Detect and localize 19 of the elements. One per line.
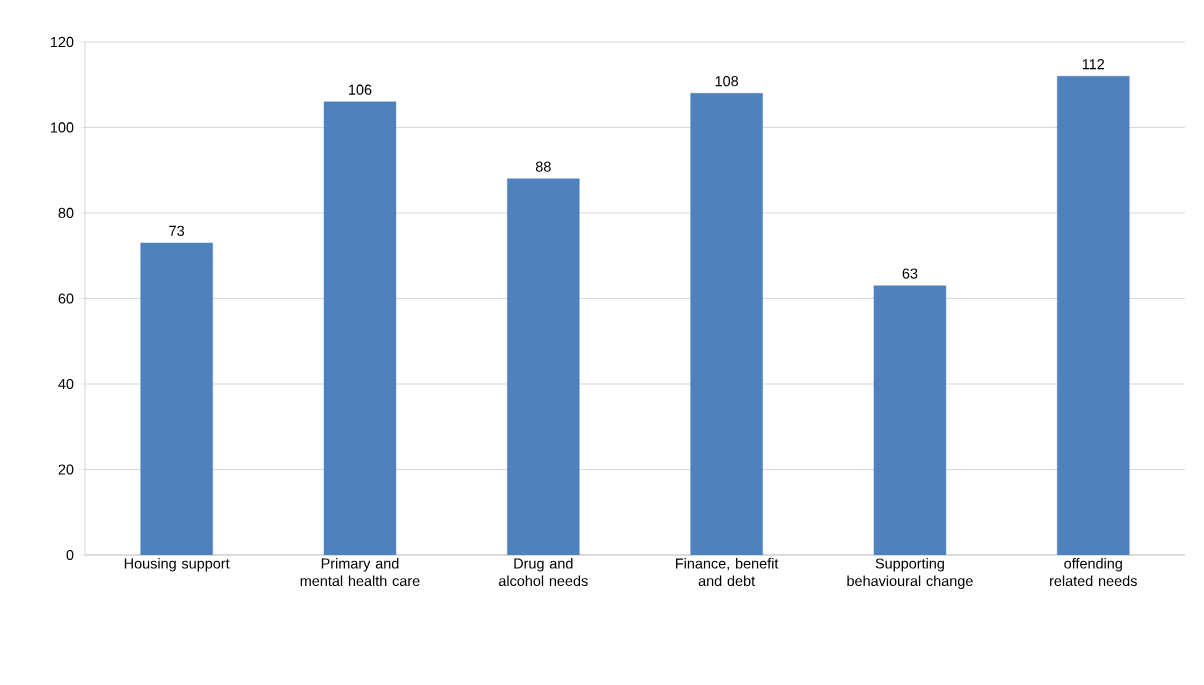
y-tick-label: 120 [50, 36, 74, 48]
y-tick-label: 40 [58, 378, 74, 390]
y-tick-label: 60 [58, 293, 74, 304]
data-label: 108 [715, 76, 739, 87]
x-tick-label: Finance, benefit and debt [676, 558, 779, 587]
x-tick-label: Drug and alcohol needs [498, 558, 588, 587]
y-tick-label: 20 [58, 464, 74, 475]
y-tick-label: 0 [66, 549, 74, 561]
x-tick-label: Housing support [124, 558, 230, 572]
data-label: 88 [535, 161, 551, 172]
data-label: 63 [902, 268, 918, 279]
data-label: 73 [169, 225, 185, 236]
x-tick-label: Supporting behavioural change [847, 558, 973, 589]
data-label: 106 [349, 84, 372, 95]
data-label: 112 [1082, 59, 1105, 70]
x-tick-label: offending related needs [1050, 558, 1137, 587]
y-tick-label: 100 [50, 122, 74, 133]
y-tick-label: 80 [58, 207, 74, 219]
x-tick-label: Primary and mental health care [300, 558, 420, 587]
